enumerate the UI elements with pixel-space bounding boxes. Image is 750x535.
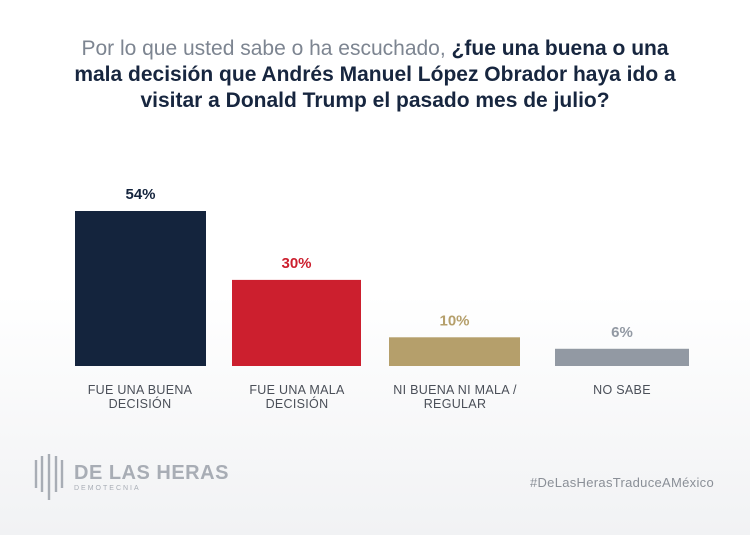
bar-2: [389, 337, 520, 366]
logo-icon: [34, 454, 64, 500]
brand-logo: DE LAS HERAS DEMOTECNIA: [32, 452, 229, 502]
title-question: ¿fue una buena o una mala decisión que A…: [74, 37, 676, 112]
chart-title: Por lo que usted sabe o ha escuchado, ¿f…: [60, 36, 690, 114]
value-label-0: 54%: [125, 186, 155, 203]
bar-0: [75, 211, 206, 366]
bar-3: [555, 348, 689, 366]
category-label-2: NI BUENA NI MALA / REGULAR: [393, 383, 517, 411]
value-label-1: 30%: [281, 255, 311, 272]
logo-name: DE LAS HERAS: [74, 461, 229, 484]
hashtag: #DeLasHerasTraduceAMéxico: [529, 475, 714, 490]
bar-chart: 54% 30% 10% 6%: [75, 186, 689, 366]
bar-1: [232, 279, 361, 366]
category-label-0: FUE UNA BUENA DECISIÓN: [87, 383, 193, 411]
category-label-1: FUE UNA MALA DECISIÓN: [249, 383, 345, 411]
logo-subtitle: DEMOTECNIA: [74, 484, 141, 492]
category-label-3: NO SABE: [593, 383, 651, 397]
title-lead: Por lo que usted sabe o ha escuchado,: [81, 37, 452, 60]
value-label-2: 10%: [439, 312, 469, 329]
value-label-3: 6%: [611, 324, 633, 341]
